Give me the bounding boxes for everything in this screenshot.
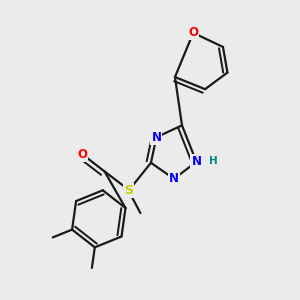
Text: O: O xyxy=(77,148,87,161)
Text: N: N xyxy=(152,131,161,144)
Text: S: S xyxy=(124,184,133,197)
Text: H: H xyxy=(208,156,217,166)
Text: O: O xyxy=(188,26,198,39)
Text: N: N xyxy=(191,155,201,168)
Text: N: N xyxy=(169,172,179,185)
